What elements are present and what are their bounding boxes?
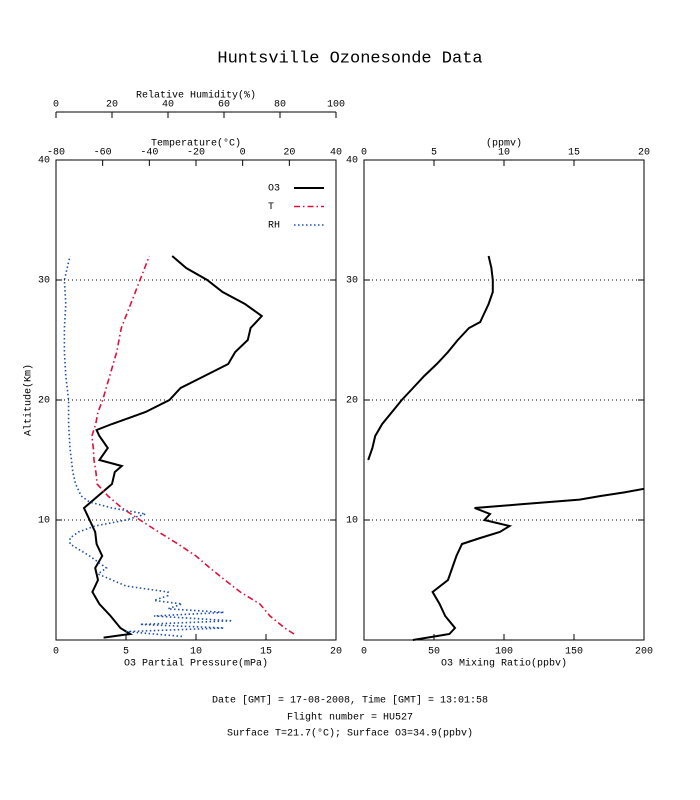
x2-tick-label: 15 — [568, 148, 580, 159]
profile-line — [82, 255, 264, 639]
profile-line — [367, 255, 494, 461]
y-tick-label: 10 — [346, 516, 358, 527]
x2-tick-label: -20 — [187, 148, 205, 159]
x3-tick-label: 60 — [218, 100, 230, 111]
legend-label: RH — [268, 221, 280, 232]
y-tick-label: 30 — [38, 276, 50, 287]
chart-title: Huntsville Ozonesonde Data — [217, 49, 482, 68]
x2-tick-label: 40 — [330, 148, 342, 159]
x2-axis-label: Temperature(°C) — [151, 138, 241, 150]
x2-tick-label: 0 — [240, 148, 246, 159]
x3-tick-label: 20 — [106, 100, 118, 111]
x-tick-label: 0 — [53, 647, 59, 658]
legend-label: T — [268, 202, 274, 213]
x3-tick-label: 100 — [327, 100, 345, 111]
x2-tick-label: 20 — [638, 148, 650, 159]
x2-tick-label: 0 — [361, 148, 367, 159]
x2-tick-label: 5 — [431, 148, 437, 159]
x-tick-label: 5 — [123, 647, 129, 658]
x3-axis-label: Relative Humidity(%) — [136, 90, 256, 102]
legend-label: O3 — [268, 184, 280, 195]
x-axis-label: O3 Partial Pressure(mPa) — [124, 658, 268, 670]
x-tick-label: 200 — [635, 647, 653, 658]
profile-line — [91, 255, 295, 635]
x-tick-label: 20 — [330, 647, 342, 658]
x2-tick-label: 10 — [498, 148, 510, 159]
x-axis-label: O3 Mixing Ratio(ppbv) — [441, 658, 567, 670]
x3-tick-label: 0 — [53, 100, 59, 111]
profile-line — [63, 255, 233, 638]
y-tick-label: 30 — [346, 276, 358, 287]
x3-tick-label: 40 — [162, 100, 174, 111]
profile-line — [412, 487, 645, 641]
x2-tick-label: -60 — [94, 148, 112, 159]
x-tick-label: 10 — [190, 647, 202, 658]
y-tick-label: 40 — [346, 156, 358, 167]
y-tick-label: 40 — [38, 156, 50, 167]
footer-line: Date [GMT] = 17-08-2008, Time [GMT] = 13… — [212, 695, 488, 707]
y-axis-label: Altitude(Km) — [23, 364, 35, 436]
x-tick-label: 100 — [495, 647, 513, 658]
x-tick-label: 50 — [428, 647, 440, 658]
y-tick-label: 20 — [346, 396, 358, 407]
x2-axis-label: (ppmv) — [486, 138, 522, 150]
x3-tick-label: 80 — [274, 100, 286, 111]
x-tick-label: 0 — [361, 647, 367, 658]
y-tick-label: 10 — [38, 516, 50, 527]
footer-line: Flight number = HU527 — [287, 712, 413, 724]
x-tick-label: 150 — [565, 647, 583, 658]
x2-tick-label: -40 — [140, 148, 158, 159]
x2-tick-label: 20 — [283, 148, 295, 159]
footer-line: Surface T=21.7(°C); Surface O3=34.9(ppbv… — [227, 728, 473, 740]
x2-tick-label: -80 — [47, 148, 65, 159]
x-tick-label: 15 — [260, 647, 272, 658]
y-tick-label: 20 — [38, 396, 50, 407]
